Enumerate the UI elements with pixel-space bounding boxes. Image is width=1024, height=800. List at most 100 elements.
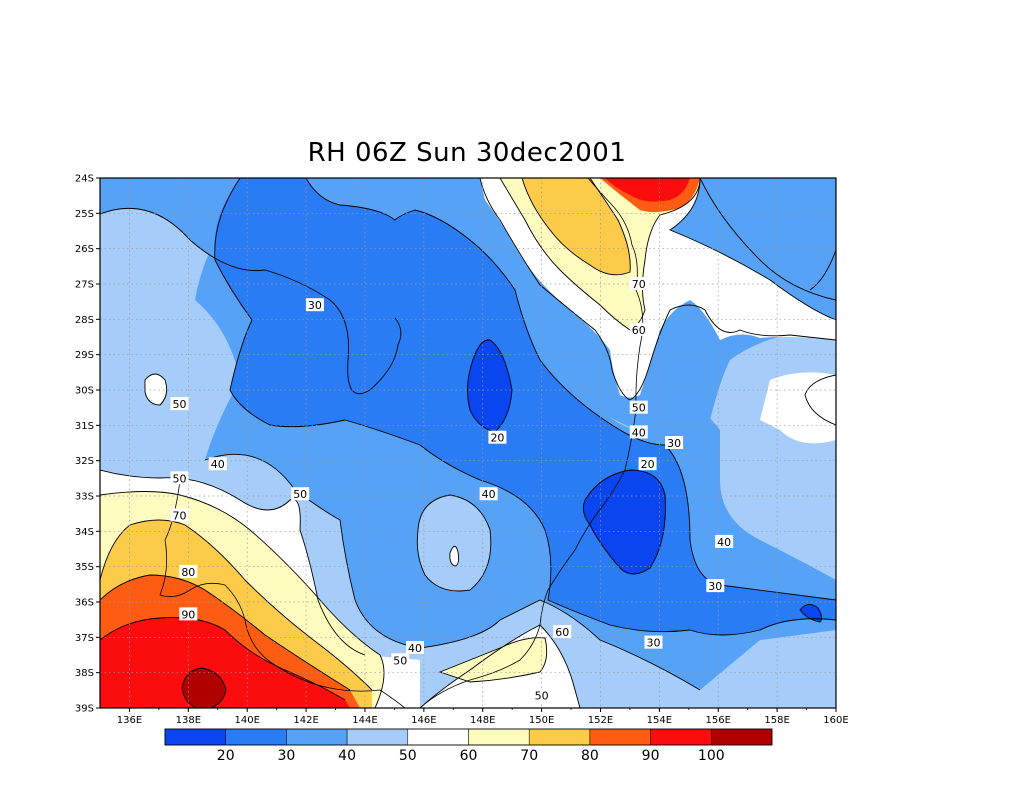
contour-label: 40: [717, 536, 731, 549]
contour-label-bg: [488, 430, 507, 444]
lon-tick-label: 144E: [352, 715, 377, 726]
axis-ticks: 24S 25S 26S 27S 28S 29S 30S 31S 32S 33S 34S 35S 36S 3…: [75, 174, 849, 727]
contour-label-bg: [644, 635, 663, 649]
lat-tick-label: 37S: [75, 633, 94, 644]
lat-tick-label: 35S: [75, 562, 94, 573]
colorbar-swatch: [589, 728, 651, 746]
contour-label-bg: [715, 534, 734, 548]
contour-label-bg: [629, 277, 648, 290]
contour-label: 70: [632, 278, 646, 291]
plot-frame: [99, 177, 837, 709]
contour-label: 20: [490, 432, 504, 445]
contour-label-bg: [291, 487, 310, 501]
colorbar: 20 30 40 50 60 70 80 90 100: [164, 728, 773, 764]
contour-label-bg: [629, 425, 648, 439]
lat-tick-label: 36S: [75, 598, 94, 609]
lat-tick-label: 24S: [75, 174, 94, 185]
contour-label: 60: [632, 324, 646, 337]
lon-tick-label: 154E: [647, 715, 672, 726]
band-100-sw: [182, 668, 226, 708]
contour-label: 30: [708, 580, 722, 593]
contour-label-bg: [170, 397, 189, 411]
graticule: [100, 178, 836, 708]
lat-tick-label: 29S: [75, 350, 94, 361]
colorbar-swatch: [407, 728, 469, 746]
colorbar-label: 70: [520, 748, 538, 764]
lon-tick-label: 148E: [470, 715, 495, 726]
contour-label-bg: [179, 607, 198, 621]
band-50-60-patch: [449, 546, 459, 566]
colorbar-label: 50: [399, 748, 417, 764]
lat-tick-label: 26S: [75, 244, 94, 255]
contour-label-bg: [532, 688, 551, 702]
contour-label: 30: [667, 437, 681, 450]
band-70-80-north: [522, 178, 631, 275]
band-60-70-south: [440, 637, 547, 682]
colorbar-swatch: [346, 728, 409, 746]
contour-labels: 3050405050708090402070605040302040303060…: [170, 277, 734, 703]
lat-tick-label: 38S: [75, 668, 94, 679]
contour-label: 50: [172, 398, 186, 411]
contour-label: 70: [172, 509, 186, 522]
contour-label: 40: [632, 426, 646, 439]
colorbar-label: 30: [277, 748, 295, 764]
contour-label-bg: [305, 298, 324, 312]
lon-tick-label: 142E: [293, 715, 318, 726]
contour-label-bg: [179, 564, 198, 578]
colorbar-label: 100: [698, 748, 725, 764]
contour-label-bg: [208, 457, 227, 471]
contour-label: 50: [393, 654, 407, 667]
contour-label-bg: [170, 508, 189, 522]
band-10-20-north: [467, 339, 512, 432]
contour-label: 50: [293, 488, 307, 501]
colorbar-label: 90: [642, 748, 660, 764]
contour-label-bg: [479, 487, 498, 501]
contour-label: 40: [408, 642, 422, 655]
band-40-50-patch: [417, 495, 491, 591]
lon-tick-label: 152E: [588, 715, 613, 726]
contour-label: 30: [308, 299, 322, 312]
colorbar-swatch: [286, 728, 348, 746]
colorbar-swatch: [528, 728, 591, 746]
coastline-south: [159, 479, 406, 708]
colorbar-frame: [164, 728, 773, 746]
colorbar-swatch: [225, 728, 287, 746]
filled-contours: [100, 178, 836, 708]
lat-tick-label: 30S: [75, 386, 94, 397]
contour-label: 50: [632, 402, 646, 415]
lat-tick-label: 25S: [75, 209, 94, 220]
lon-tick-label: 138E: [176, 715, 201, 726]
contour-label-bg: [170, 471, 189, 485]
colorbar-label: 80: [581, 748, 599, 764]
lon-tick-label: 136E: [117, 715, 142, 726]
contour-label: 30: [646, 637, 660, 650]
contour-label-bg: [629, 322, 648, 336]
colorbar-swatch: [164, 728, 226, 746]
lat-tick-label: 31S: [75, 421, 94, 432]
coastline: [419, 178, 644, 708]
contour-label: 80: [181, 566, 195, 579]
contour-label-bg: [638, 457, 657, 471]
band-50-60-islet: [145, 374, 167, 405]
contour-lines: [100, 178, 836, 708]
lon-tick-label: 150E: [529, 715, 554, 726]
contour-label: 40: [482, 488, 496, 501]
band-90-100-north: [605, 178, 690, 202]
contour-label: 60: [555, 626, 569, 639]
contour-label: 90: [181, 608, 195, 621]
contour-label-bg: [629, 400, 648, 414]
lat-tick-label: 27S: [75, 280, 94, 291]
band-20-30-dry-tongue: [214, 178, 836, 635]
contour-label-bg: [406, 640, 425, 654]
lat-tick-label: 34S: [75, 527, 94, 538]
colorbar-swatch: [468, 728, 530, 746]
contour-label: 40: [211, 458, 225, 471]
lon-tick-label: 140E: [234, 715, 259, 726]
lat-tick-label: 33S: [75, 492, 94, 503]
contour-label-bg: [553, 625, 572, 639]
colorbar-swatch: [711, 728, 773, 746]
contour-label: 50: [535, 690, 549, 703]
colorbar-label: 40: [338, 748, 356, 764]
lat-tick-label: 32S: [75, 456, 94, 467]
